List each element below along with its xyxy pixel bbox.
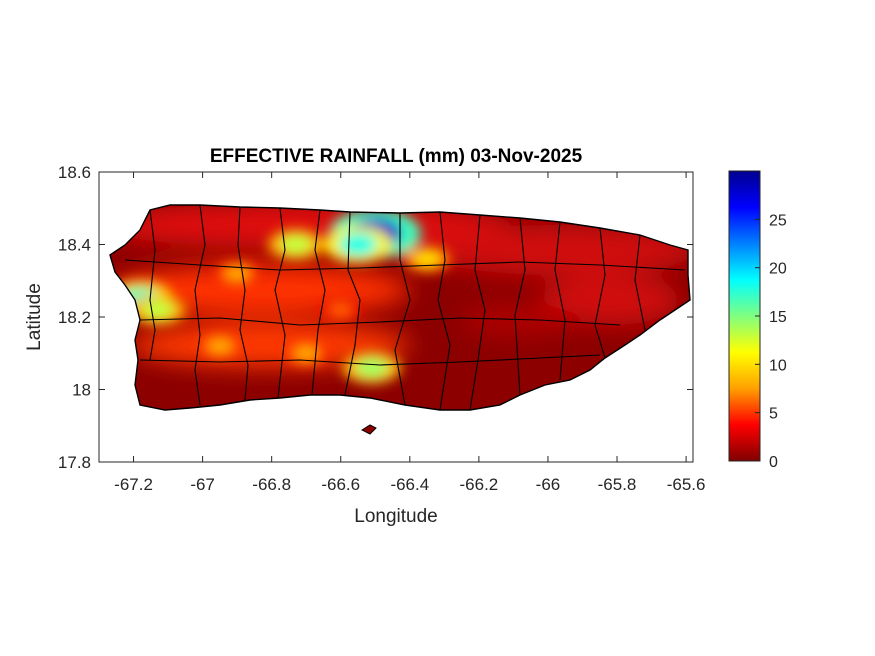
x-tick-label: -67.2	[114, 475, 153, 494]
northeast-band	[420, 225, 690, 275]
colorbar-tick-label: 0	[769, 454, 778, 471]
colorbar-tick-label: 20	[769, 261, 787, 278]
x-tick-label: -65.8	[598, 475, 637, 494]
island-rainfall-field	[110, 205, 690, 410]
x-axis-label: Longitude	[354, 506, 437, 527]
x-tick-label: -66.8	[252, 475, 291, 494]
rain-hotspot	[206, 338, 233, 354]
y-axis: 17.8 18 18.2 18.4 18.6	[58, 163, 693, 472]
rain-hotspot	[141, 299, 174, 320]
y-tick-label: 18.2	[58, 308, 91, 327]
colorbar-tick-label: 15	[769, 309, 787, 326]
colorbar-tick-label: 5	[769, 406, 778, 423]
island-outline	[109, 204, 691, 411]
municipality-boundaries	[124, 205, 686, 410]
rain-hotspot	[279, 234, 313, 255]
y-tick-label: 18.6	[58, 163, 91, 182]
rain-hotspot	[293, 345, 320, 361]
y-tick-label: 17.8	[58, 453, 91, 472]
caja-de-muertos-islet	[360, 424, 377, 435]
x-tick-label: -67	[190, 475, 215, 494]
x-axis: -67.2 -67 -66.8 -66.6 -66.4 -66.2 -66 -65.8 -65.…	[114, 172, 705, 494]
rain-hotspot	[338, 232, 378, 257]
rain-hotspot	[329, 302, 353, 317]
east-band	[540, 275, 680, 325]
rain-hotspot	[412, 250, 442, 268]
colorbar	[728, 170, 761, 462]
y-tick-label: 18	[72, 381, 91, 400]
rain-hotspot	[354, 357, 389, 378]
x-tick-label: -66.6	[321, 475, 360, 494]
colorbar-tick-label: 25	[769, 212, 787, 229]
x-tick-label: -66.4	[390, 475, 429, 494]
y-tick-label: 18.4	[58, 236, 91, 255]
colorbar-ticks: 0 5 10 15 20 25	[755, 212, 787, 471]
chart-title: EFFECTIVE RAINFALL (mm) 03-Nov-2025	[210, 146, 583, 167]
x-tick-label: -65.6	[667, 475, 706, 494]
x-tick-label: -66.2	[460, 475, 499, 494]
x-tick-label: -66	[536, 475, 561, 494]
colorbar-tick-label: 10	[769, 357, 787, 374]
y-axis-label: Latitude	[24, 283, 45, 351]
